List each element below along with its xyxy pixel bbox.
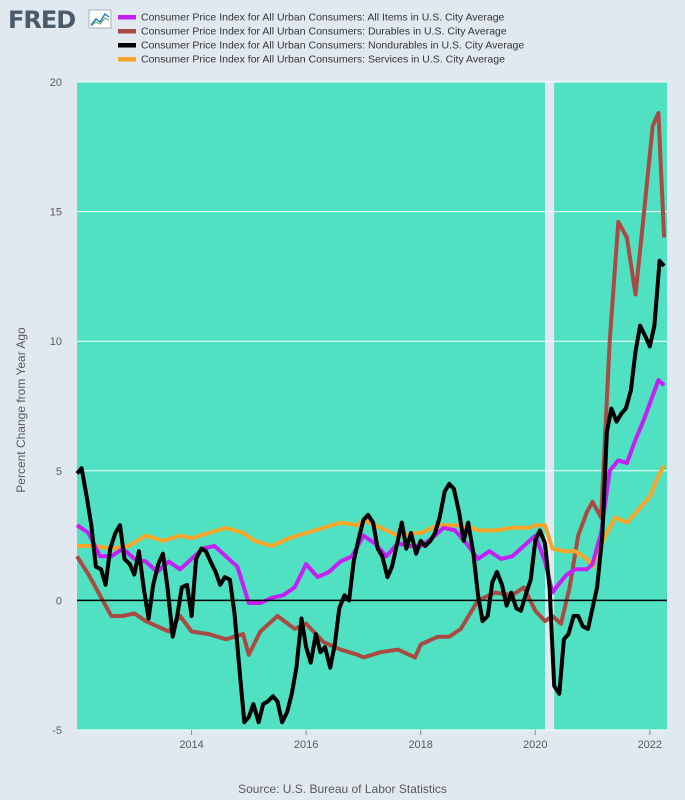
- y-tick-label: 5: [56, 466, 62, 478]
- recession-shading-layer: [544, 82, 555, 730]
- fred-logo-text: FRED: [8, 6, 75, 34]
- y-axis-ticks: -5 0 5 10 15 20: [50, 77, 62, 737]
- series-line-3: [75, 258, 666, 725]
- source-note: Source: U.S. Bureau of Labor Statistics: [238, 782, 447, 796]
- fred-logo-graph-icon: [88, 9, 112, 29]
- legend-swatch: [118, 43, 136, 48]
- y-tick-label: 0: [56, 595, 62, 607]
- x-tick-label: 2014: [179, 739, 203, 751]
- legend-label: Consumer Price Index for All Urban Consu…: [141, 54, 505, 66]
- y-tick-label: 15: [50, 207, 62, 219]
- legend-swatch: [118, 29, 136, 34]
- y-tick-label: 20: [50, 77, 62, 89]
- legend-label: Consumer Price Index for All Urban Consu…: [141, 40, 524, 52]
- x-axis-ticks: 2014 2016 2018 2020 2022: [179, 730, 662, 751]
- x-tick-label: 2022: [638, 739, 662, 751]
- plot-area: [77, 82, 667, 730]
- x-tick-label: 2016: [294, 739, 318, 751]
- y-tick-label: 10: [50, 336, 62, 348]
- x-tick-label: 2020: [523, 739, 547, 751]
- y-axis-label: Percent Change from Year Ago: [14, 327, 28, 493]
- fred-logo[interactable]: FRED: [8, 6, 112, 34]
- recession-band: [544, 82, 555, 730]
- legend-label: Consumer Price Index for All Urban Consu…: [141, 12, 505, 24]
- series-layer: [75, 111, 667, 725]
- x-tick-label: 2018: [408, 739, 432, 751]
- legend-swatch: [118, 57, 136, 62]
- legend-swatch: [118, 15, 136, 20]
- y-tick-label: -5: [52, 725, 62, 737]
- grid-layer: [77, 81, 667, 731]
- legend: Consumer Price Index for All Urban Consu…: [118, 12, 524, 66]
- legend-label: Consumer Price Index for All Urban Consu…: [141, 26, 507, 38]
